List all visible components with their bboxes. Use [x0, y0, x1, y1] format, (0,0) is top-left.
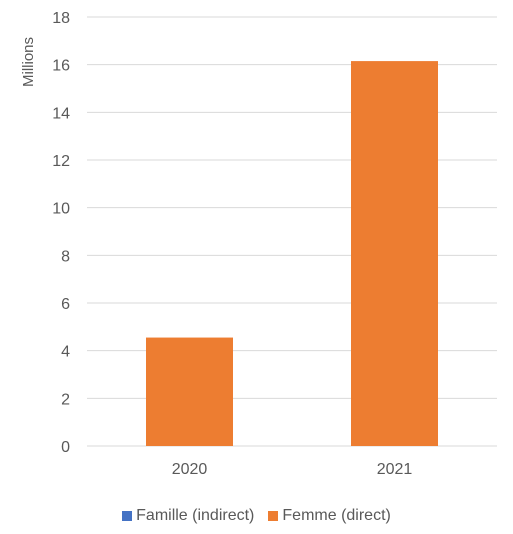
legend-item-femme: Femme (direct): [268, 507, 391, 525]
y-tick-label: 6: [61, 296, 70, 313]
legend: Famille (indirect) Femme (direct): [0, 507, 513, 525]
bar-2020: [146, 337, 233, 446]
y-tick-label: 8: [61, 248, 70, 265]
x-axis-ticks: 2020 2021: [172, 461, 413, 478]
y-tick-label: 16: [52, 58, 70, 75]
legend-swatch-femme: [268, 511, 279, 521]
y-tick-label: 2: [61, 391, 70, 408]
y-tick-label: 14: [52, 105, 70, 122]
legend-item-famille: Famille (indirect): [122, 507, 254, 525]
x-tick-label: 2020: [172, 461, 208, 478]
y-tick-label: 4: [61, 344, 70, 361]
y-tick-label: 12: [52, 153, 70, 170]
bar-2021: [351, 61, 438, 446]
x-tick-label: 2021: [377, 461, 413, 478]
y-axis-label: Millions: [20, 37, 37, 87]
bars: [146, 61, 438, 446]
legend-label-famille: Famille (indirect): [136, 507, 255, 524]
y-axis-ticks: 0 2 4 6 8 10 12 14 16 18: [52, 10, 70, 456]
legend-swatch-famille: [122, 511, 133, 521]
y-tick-label: 0: [61, 439, 70, 456]
y-tick-label: 10: [52, 201, 70, 218]
legend-label-femme: Femme (direct): [282, 507, 391, 524]
y-tick-label: 18: [52, 10, 70, 27]
